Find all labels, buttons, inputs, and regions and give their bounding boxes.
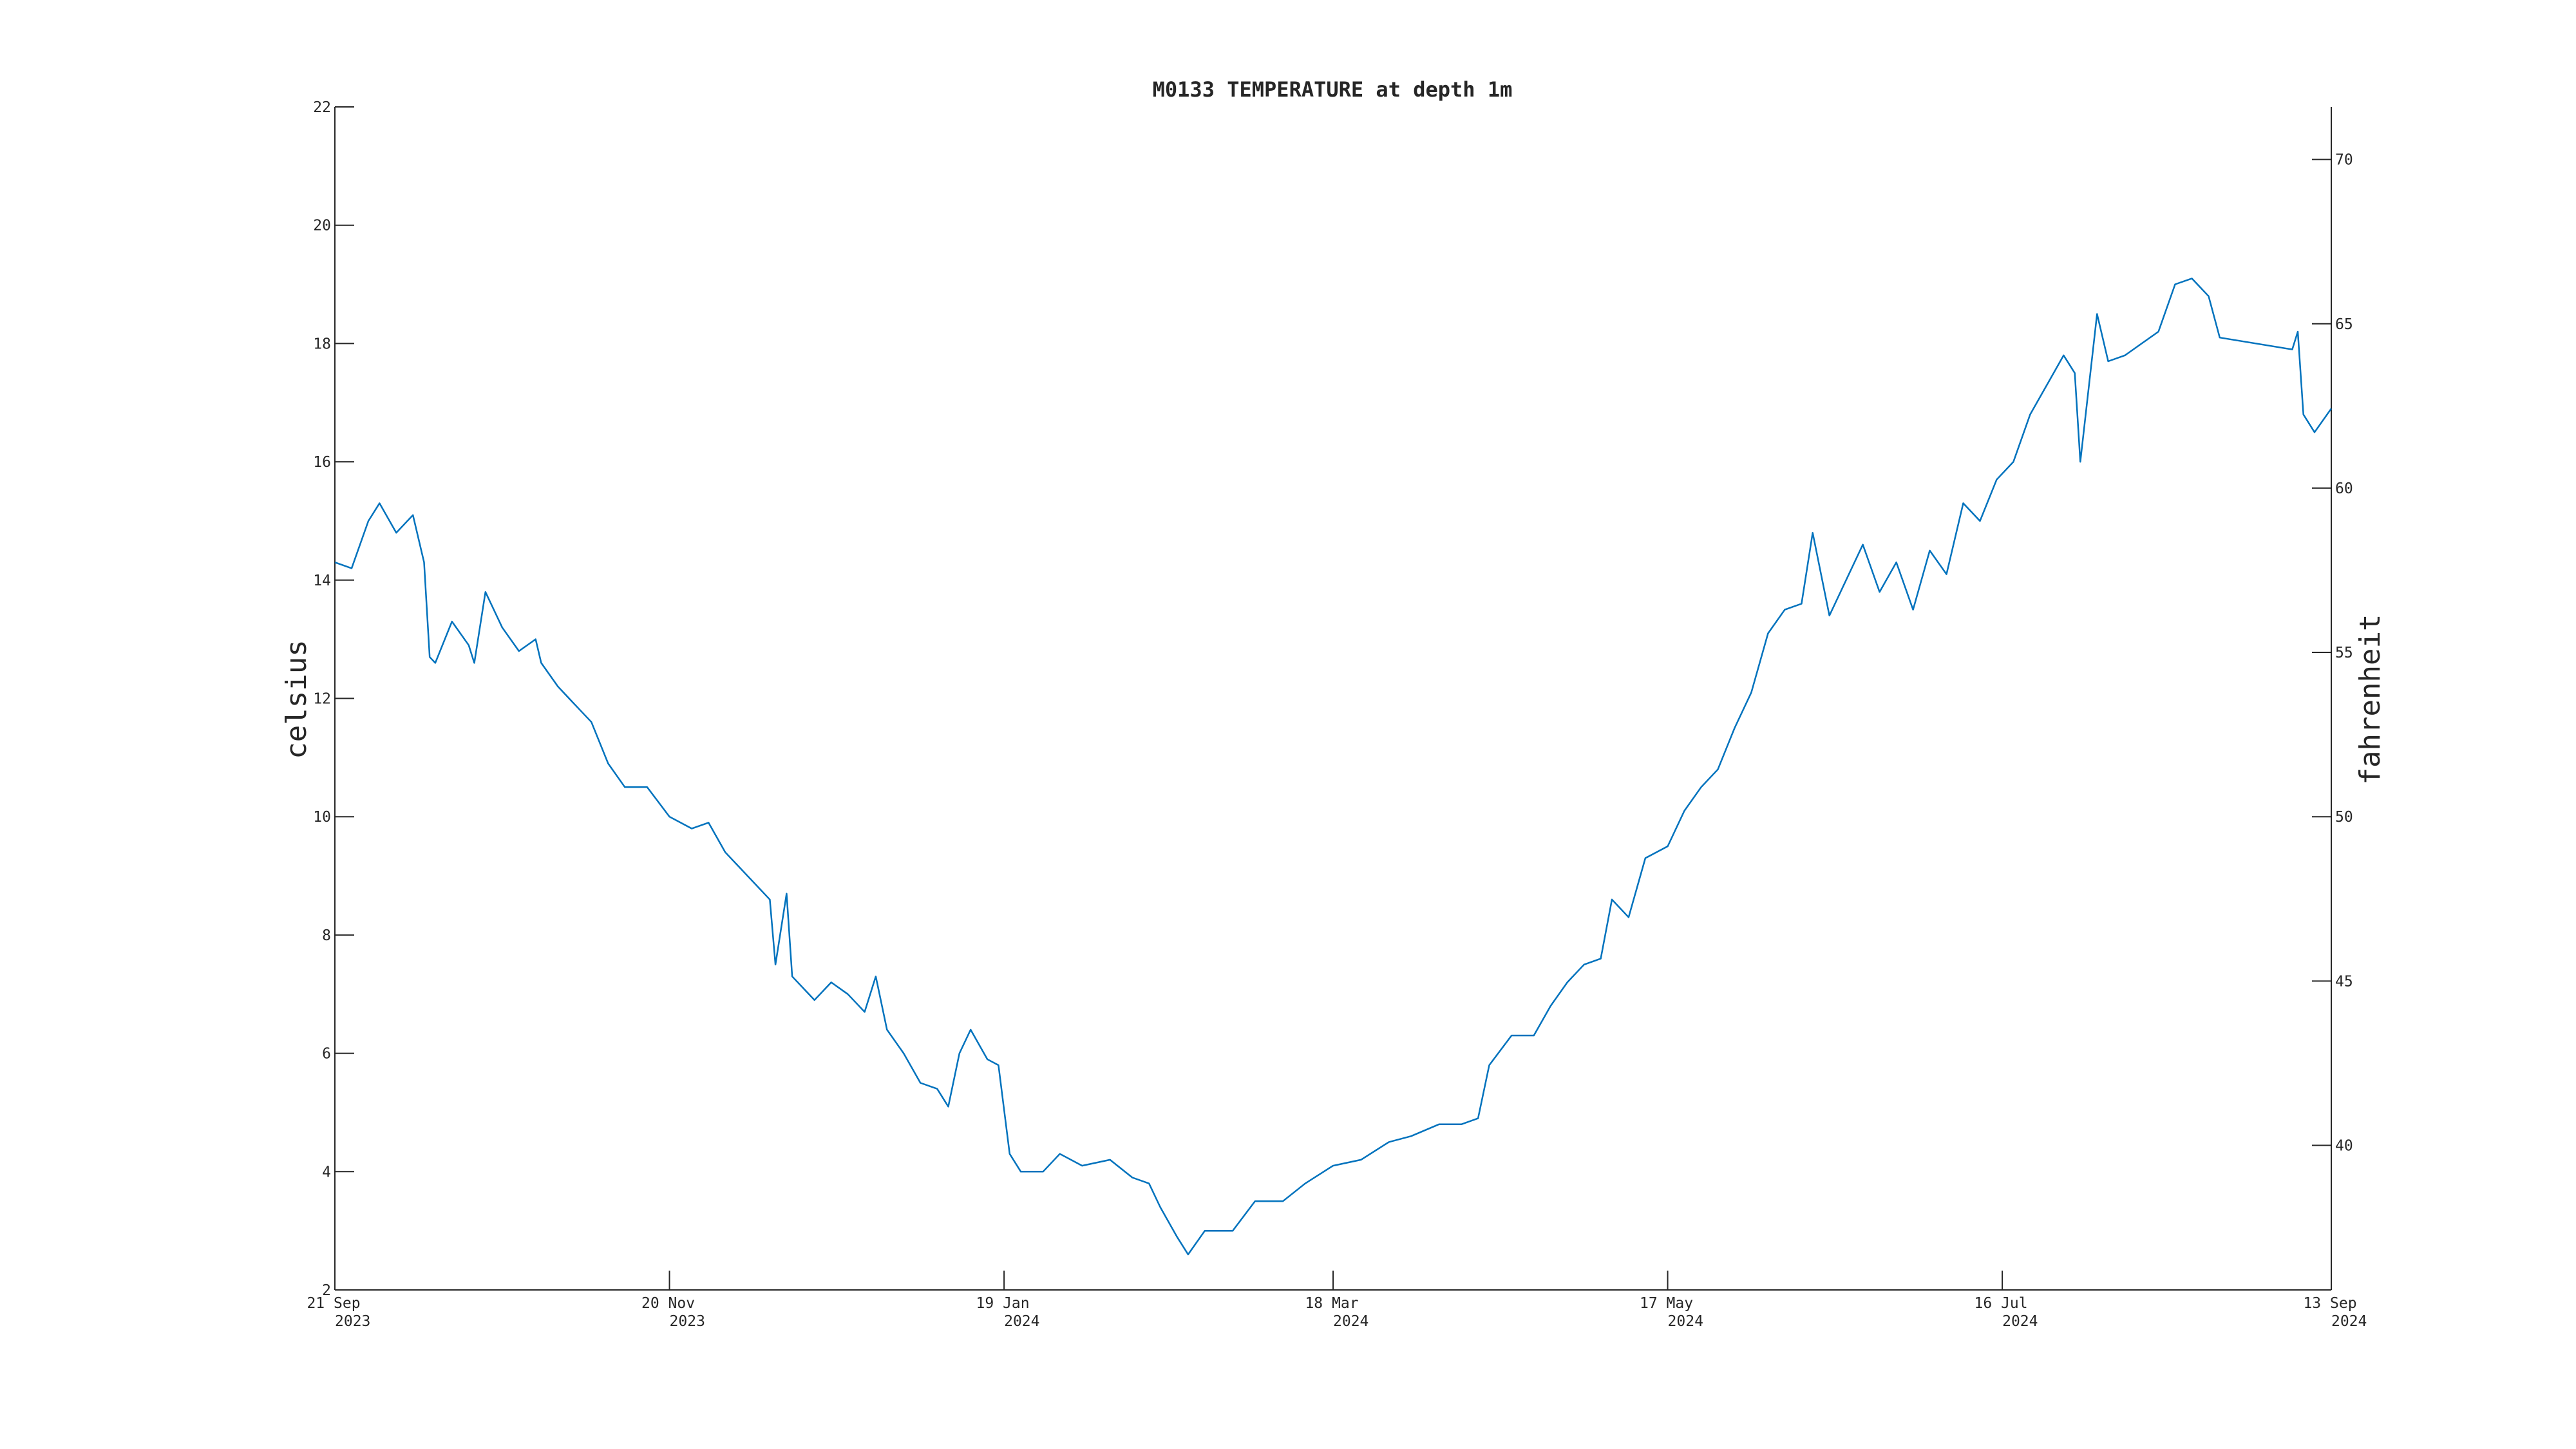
y-tick-label: 14 xyxy=(313,573,331,589)
data-line xyxy=(334,278,2333,1256)
y-tick-label: 22 xyxy=(313,99,331,116)
x-tick-label: 2024 xyxy=(2002,1313,2038,1330)
x-tick-label: 2023 xyxy=(670,1313,705,1330)
x-tick-label: 2024 xyxy=(1333,1313,1368,1330)
y2-tick-label: 50 xyxy=(2335,809,2353,826)
y-tick-label: 20 xyxy=(313,218,331,234)
y-tick-label: 4 xyxy=(322,1164,331,1180)
y-axis-label: celsius xyxy=(280,639,313,759)
x-tick-label: 13 Sep xyxy=(2303,1295,2356,1312)
y2-tick-label: 60 xyxy=(2335,480,2353,497)
x-tick-label: 20 Nov xyxy=(641,1295,695,1312)
y-tick-label: 18 xyxy=(313,336,331,352)
y2-tick-label: 70 xyxy=(2335,152,2353,169)
chart-title: M0133 TEMPERATURE at depth 1m xyxy=(1153,77,1513,102)
y-tick-label: 8 xyxy=(322,927,331,944)
y-tick-label: 12 xyxy=(313,691,331,708)
x-tick-label: 17 May xyxy=(1640,1295,1693,1312)
y-tick-label: 16 xyxy=(313,454,331,471)
y2-axis-label: fahrenheit xyxy=(2354,614,2387,785)
x-tick-label: 2024 xyxy=(2331,1313,2367,1330)
x-tick-label: 16 Jul xyxy=(1975,1295,2028,1312)
y2-tick-label: 45 xyxy=(2335,973,2353,990)
y-tick-label: 2 xyxy=(322,1282,331,1299)
x-tick-label: 2024 xyxy=(1668,1313,1703,1330)
y2-tick-label: 40 xyxy=(2335,1137,2353,1154)
x-tick-label: 2024 xyxy=(1004,1313,1039,1330)
y-tick-label: 6 xyxy=(322,1046,331,1063)
y-tick-label: 10 xyxy=(313,809,331,826)
x-tick-label: 19 Jan xyxy=(976,1295,1030,1312)
x-tick-label: 21 Sep xyxy=(307,1295,360,1312)
x-tick-label: 2023 xyxy=(335,1313,370,1330)
y2-tick-label: 55 xyxy=(2335,645,2353,661)
x-tick-label: 18 Mar xyxy=(1305,1295,1358,1312)
y2-tick-label: 65 xyxy=(2335,316,2353,333)
